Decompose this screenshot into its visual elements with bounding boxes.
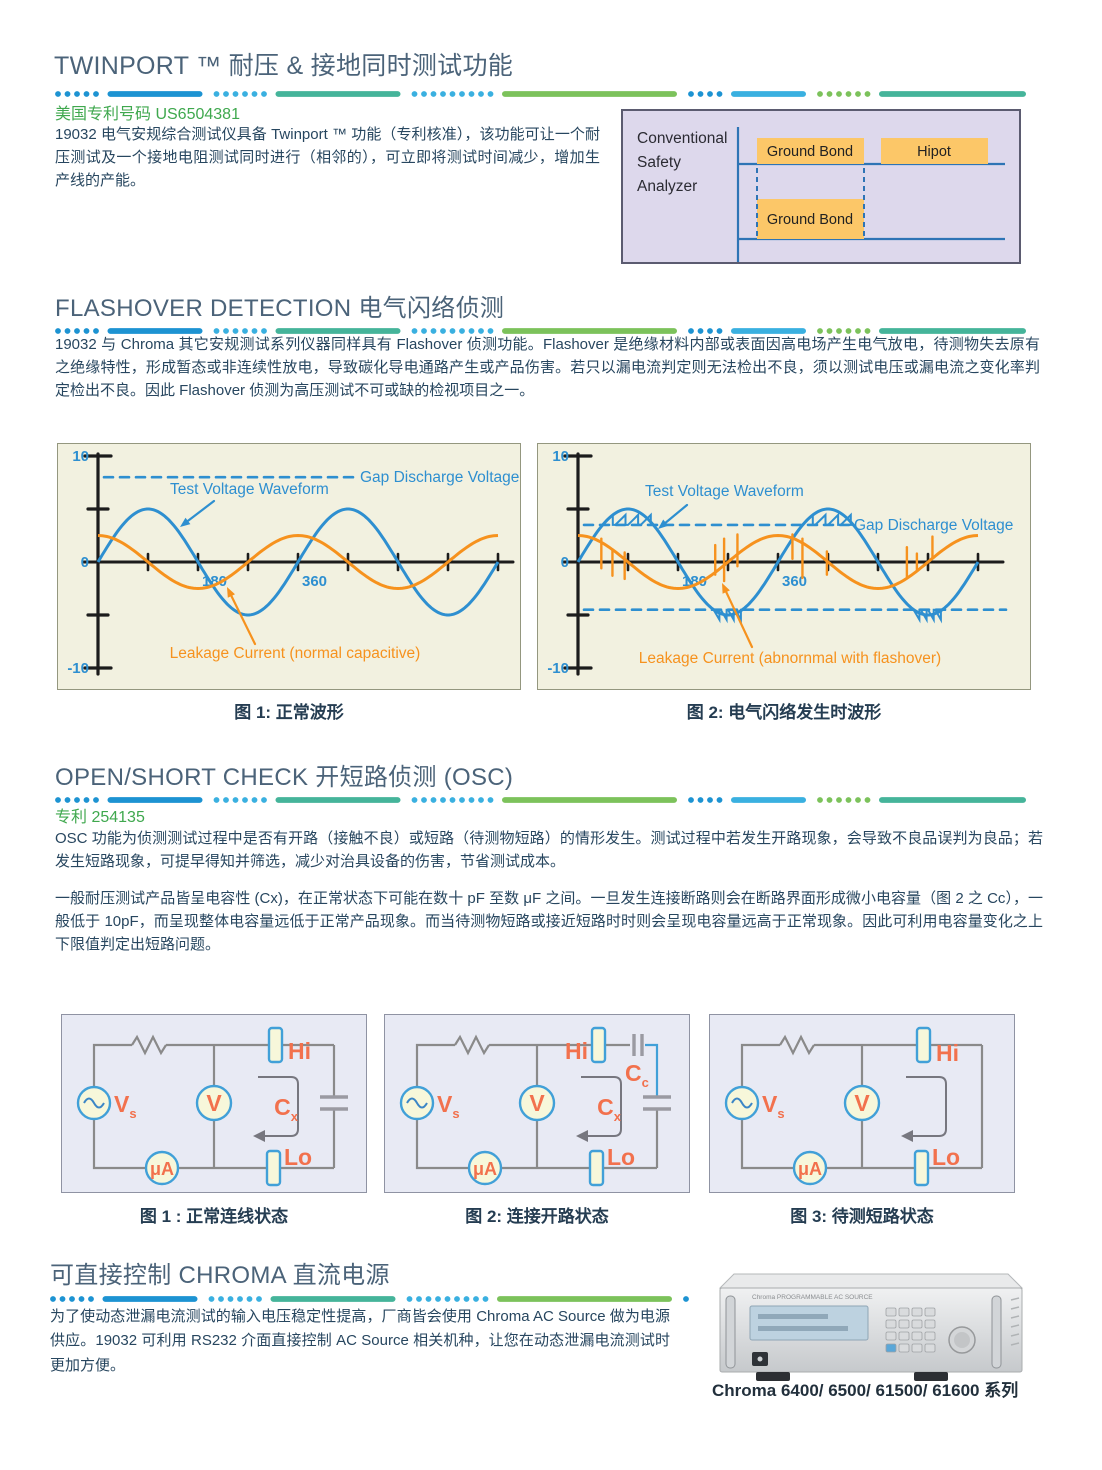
voltmeter-label: V	[854, 1090, 870, 1116]
voltmeter-label: V	[529, 1090, 545, 1116]
osc-description-2: 一般耐压测试产品皆呈电容性 (Cx)，在正常状态下可能在数十 pF 至数 μF …	[55, 890, 1043, 953]
hi-label: Hi	[565, 1038, 588, 1064]
vs-label: Vs	[114, 1091, 137, 1121]
lo-terminal	[913, 1149, 930, 1187]
circuit-diagram-open: V μA Vs Hi Lo Cc Cx	[384, 1014, 690, 1193]
circuit-graphic-short: V μA Vs Hi Lo	[724, 1026, 984, 1187]
svg-text:Gap Discharge Voltage: Gap Discharge Voltage	[360, 469, 519, 486]
lo-terminal	[588, 1149, 605, 1187]
cx-label: Cx	[597, 1094, 622, 1124]
voltmeter-label: V	[206, 1090, 222, 1116]
svg-text:0: 0	[561, 554, 569, 571]
svg-text:10: 10	[552, 448, 569, 465]
ammeter-icon	[792, 1150, 828, 1186]
chart-caption-2: 图 2: 电气闪络发生时波形	[686, 703, 882, 722]
ammeter-label: μA	[150, 1159, 174, 1179]
ground-bond-label-2: Ground Bond	[767, 212, 853, 228]
flashover-chart-abnormal: Gap Discharge Voltage 10 0 -10 180 360 Test Vo…	[537, 443, 1031, 690]
ammeter-label: μA	[798, 1159, 822, 1179]
chart-caption-1: 图 1: 正常波形	[234, 703, 344, 722]
instrument-caption: Chroma 6400/ 6500/ 61500/ 61600 系列	[712, 1381, 1019, 1400]
hi-terminal	[590, 1026, 607, 1064]
vs-label: Vs	[762, 1091, 785, 1121]
patent-number-osc: 专利 254135	[55, 809, 145, 826]
osc-description-1: OSC 功能为侦测测试过程中是否有开路（接触不良）或短路（待测物短路）的情形发生…	[55, 830, 1043, 870]
lo-label: Lo	[607, 1144, 635, 1170]
svg-text:Gap Discharge Voltage: Gap Discharge Voltage	[854, 517, 1013, 534]
diagram-label-line1: Conventional	[637, 130, 727, 147]
ground-bond-box-1	[757, 138, 864, 164]
ammeter-label: μA	[473, 1159, 497, 1179]
circuit-caption-2: 图 2: 连接开路状态	[465, 1207, 609, 1226]
flashover-description: 19032 与 Chroma 其它安规测试系列仪器同样具有 Flashover …	[55, 336, 1040, 399]
ammeter-icon	[467, 1150, 503, 1186]
cx-capacitor-symbol	[320, 1095, 348, 1111]
cc-capacitor-symbol	[632, 1034, 644, 1056]
circuit-caption-3: 图 3: 待测短路状态	[790, 1207, 934, 1226]
ground-bond-label-1: Ground Bond	[767, 144, 853, 160]
svg-text:Test Voltage Waveform: Test Voltage Waveform	[645, 483, 804, 500]
voltmeter-icon	[843, 1084, 881, 1122]
open-gap-wire	[645, 1043, 659, 1097]
decor-separator	[55, 322, 1030, 334]
lo-label: Lo	[932, 1144, 960, 1170]
diagram-label-line3: Analyzer	[637, 178, 697, 195]
hi-terminal	[267, 1026, 284, 1064]
decor-separator	[50, 1290, 695, 1302]
flashover-chart-normal: Gap Discharge Voltage 10 0 -10 180 360 Test Vo…	[57, 443, 521, 690]
circuit-diagram-normal: V μA Vs Hi Lo Cx	[61, 1014, 367, 1193]
hipot-label: Hipot	[917, 144, 951, 160]
svg-text:0: 0	[81, 554, 89, 571]
twinport-description: 19032 电气安规综合测试仪具备 Twinport ™ 功能（专利核准），该功…	[55, 126, 600, 189]
ammeter-icon	[144, 1150, 180, 1186]
lo-terminal	[265, 1149, 282, 1187]
cx-label: Cx	[274, 1094, 299, 1124]
circuit-diagram-short: V μA Vs Hi Lo	[709, 1014, 1015, 1193]
voltmeter-icon	[518, 1084, 556, 1122]
svg-text:360: 360	[782, 573, 807, 590]
svg-text:Chroma PROGRAMMABLE AC SOURCE: Chroma PROGRAMMABLE AC SOURCE	[752, 1294, 873, 1301]
section-title-acsource: 可直接控制 CHROMA 直流电源	[50, 1262, 390, 1289]
section-title-osc: OPEN/SHORT CHECK 开短路侦测 (OSC)	[55, 764, 514, 791]
svg-text:-10: -10	[67, 660, 89, 677]
voltmeter-icon	[195, 1084, 233, 1122]
circuit-graphic-open: V μA Vs Hi Lo Cc Cx	[399, 1026, 671, 1187]
decor-separator	[55, 791, 1030, 803]
section-title-twinport: TWINPORT ™ 耐压 & 接地同时测试功能	[54, 52, 514, 80]
svg-text:Leakage Current (normal capaci: Leakage Current (normal capacitive)	[170, 645, 421, 662]
circuit-graphic-normal: V μA Vs Hi Lo Cx	[76, 1026, 348, 1187]
lo-label: Lo	[284, 1144, 312, 1170]
acsource-description: 为了使动态泄漏电流测试的输入电压稳定性提高，厂商皆会使用 Chroma AC S…	[50, 1308, 670, 1374]
svg-text:-10: -10	[547, 660, 569, 677]
decor-separator	[55, 85, 1030, 97]
diagram-label-line2: Safety	[637, 154, 681, 171]
svg-text:Test Voltage Waveform: Test Voltage Waveform	[170, 481, 329, 498]
section-title-flashover: FLASHOVER DETECTION 电气闪络侦测	[55, 295, 505, 322]
vs-label: Vs	[437, 1091, 460, 1121]
cc-label: Cc	[625, 1060, 649, 1090]
cx-capacitor-symbol	[643, 1095, 671, 1111]
arrowhead	[576, 1130, 588, 1142]
hi-label: Hi	[288, 1038, 311, 1064]
svg-text:10: 10	[72, 448, 89, 465]
current-path-arrow	[258, 1076, 299, 1137]
ground-bond-box-2	[757, 199, 864, 239]
hi-label: Hi	[936, 1040, 959, 1066]
svg-text:Leakage Current (abnornmal wit: Leakage Current (abnornmal with flashove…	[639, 650, 941, 667]
svg-text:360: 360	[302, 573, 327, 590]
patent-number-twinport: 美国专利号码 US6504381	[55, 106, 240, 123]
chroma-ac-source-image: Chroma PROGRAMMABLE AC SOURCE	[708, 1268, 1038, 1386]
arrowhead	[901, 1130, 913, 1142]
hi-terminal	[915, 1026, 932, 1064]
hipot-box	[881, 138, 988, 164]
current-path-arrow	[906, 1076, 947, 1137]
current-path-arrow	[581, 1076, 622, 1137]
circuit-caption-1: 图 1 : 正常连线状态	[139, 1207, 289, 1226]
twinport-timing-diagram: Conventional Safety Analyzer Ground Bond…	[621, 109, 1021, 264]
arrowhead	[253, 1130, 265, 1142]
timing-diagram-graphic: Conventional Safety Analyzer Ground Bond…	[637, 127, 1005, 262]
